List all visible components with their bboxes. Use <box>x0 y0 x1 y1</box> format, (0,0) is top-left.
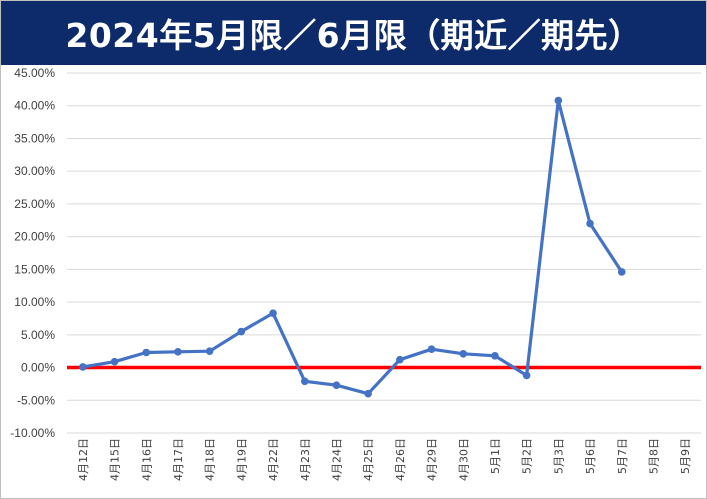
y-tick-label: -10.00% <box>10 426 55 440</box>
data-point <box>396 355 404 364</box>
line-chart: 45.00% 40.00% 35.00% 30.00% 25.00% 20.00% 15.0… <box>10 66 701 481</box>
data-point <box>174 348 182 356</box>
y-tick-label: -5.00% <box>17 393 55 407</box>
x-tick-label: 5月1日 <box>489 438 502 474</box>
y-tick-label: 10.00% <box>14 295 55 309</box>
x-tick-label: 4月16日 <box>140 438 153 481</box>
title-bar: 2024年5月限／6月限（期近／期先） <box>1 1 706 65</box>
x-tick-label: 4月17日 <box>172 438 185 481</box>
data-point <box>586 219 594 228</box>
data-point <box>205 347 214 355</box>
data-point <box>364 389 372 398</box>
data-point <box>142 348 151 357</box>
x-tick-label: 4月24日 <box>330 438 343 481</box>
data-point <box>332 381 341 390</box>
data-point <box>269 309 277 318</box>
x-tick-label: 5月7日 <box>616 438 629 474</box>
data-point <box>427 345 436 354</box>
y-tick-label: 40.00% <box>14 99 55 113</box>
y-tick-label: 20.00% <box>14 230 55 244</box>
y-tick-label: 25.00% <box>14 197 55 211</box>
x-tick-label: 5月9日 <box>679 438 692 474</box>
x-tick-label: 5月6日 <box>584 438 597 474</box>
data-point <box>459 350 468 358</box>
x-tick-label: 4月12日 <box>77 438 90 481</box>
y-tick-label: 30.00% <box>14 164 55 178</box>
data-point <box>491 351 499 360</box>
data-point <box>300 377 309 386</box>
y-tick-label: 0.00% <box>21 361 55 375</box>
series-line <box>82 98 624 396</box>
data-point <box>237 327 246 336</box>
y-tick-label: 35.00% <box>14 131 55 145</box>
chart-title: 2024年5月限／6月限（期近／期先） <box>65 16 642 55</box>
data-point <box>617 268 626 276</box>
y-tick-label: 45.00% <box>14 66 55 80</box>
y-tick-label: 15.00% <box>14 262 55 276</box>
data-point <box>110 357 119 366</box>
x-tick-label: 5月2日 <box>521 438 534 474</box>
data-point <box>79 363 87 371</box>
data-point <box>522 371 531 380</box>
x-tick-label: 5月3日 <box>552 438 565 474</box>
x-tick-label: 4月23日 <box>299 438 312 481</box>
y-tick-label: 5.00% <box>21 328 55 342</box>
x-tick-label: 4月15日 <box>109 438 122 481</box>
x-tick-label: 4月29日 <box>426 438 439 481</box>
x-tick-label: 4月26日 <box>394 438 407 481</box>
data-point <box>554 96 563 105</box>
x-tick-label: 4月19日 <box>235 438 248 481</box>
x-tick-label: 5月8日 <box>647 438 660 474</box>
x-tick-label: 4月18日 <box>204 438 217 481</box>
x-tick-label: 4月22日 <box>267 438 280 481</box>
x-tick-label: 4月30日 <box>457 438 470 481</box>
x-tick-label: 4月25日 <box>362 438 375 481</box>
